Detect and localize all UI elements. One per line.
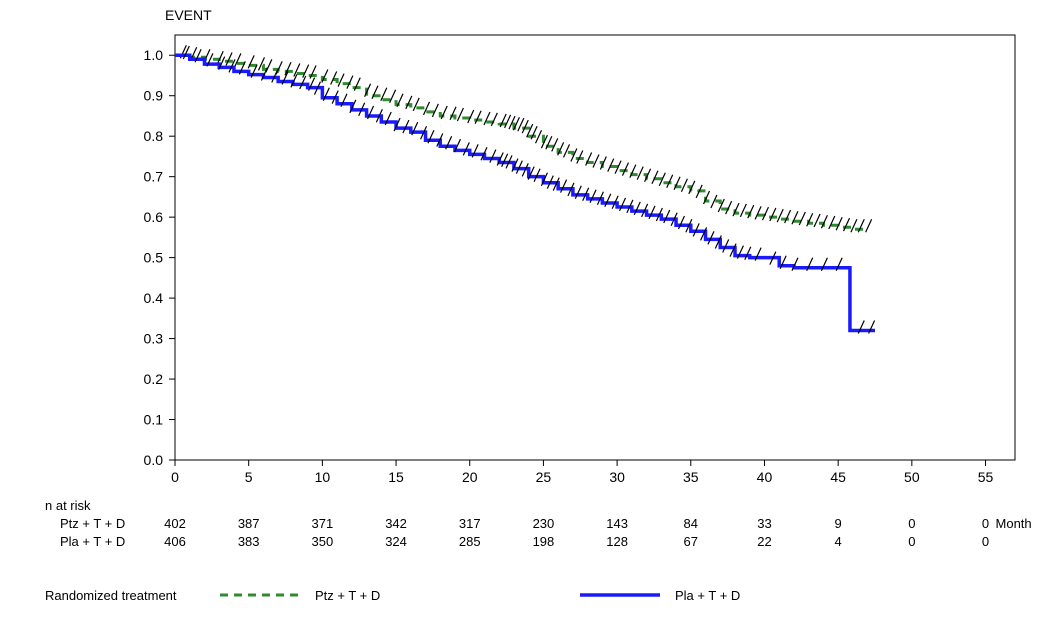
y-tick-label: 0.7 — [144, 169, 164, 185]
risk-row-label: Ptz + T + D — [60, 516, 125, 531]
risk-value: 350 — [312, 534, 334, 549]
risk-value: 383 — [238, 534, 260, 549]
y-tick-label: 0.8 — [144, 128, 164, 144]
censor-tick — [755, 206, 761, 219]
risk-value: 9 — [835, 516, 842, 531]
x-tick-label: 20 — [462, 469, 478, 485]
risk-row-label: Pla + T + D — [60, 534, 125, 549]
risk-value: 143 — [606, 516, 628, 531]
censor-tick — [649, 206, 655, 219]
risk-value: 285 — [459, 534, 481, 549]
risk-value: 67 — [684, 534, 698, 549]
x-tick-label: 50 — [904, 469, 920, 485]
censor-tick — [664, 210, 670, 223]
censor-tick — [770, 208, 776, 221]
risk-value: 0 — [908, 516, 915, 531]
censor-tick — [844, 218, 850, 231]
censor-tick — [490, 150, 496, 163]
censor-tick — [300, 76, 306, 89]
censor-tick — [502, 154, 508, 167]
x-tick-label: 10 — [315, 469, 331, 485]
risk-value: 406 — [164, 534, 186, 549]
x-tick-label: 25 — [536, 469, 552, 485]
censor-tick — [475, 111, 481, 124]
censor-tick — [799, 212, 805, 225]
x-tick-label: 0 — [171, 469, 179, 485]
censor-tick — [536, 130, 542, 143]
censor-tick — [785, 210, 791, 223]
risk-value: 324 — [385, 534, 407, 549]
censor-tick — [491, 113, 497, 126]
risk-value: 402 — [164, 516, 186, 531]
risk-value: 4 — [835, 534, 842, 549]
risk-value: 342 — [385, 516, 407, 531]
censor-tick — [266, 59, 272, 72]
risk-value: 317 — [459, 516, 481, 531]
censor-tick — [814, 214, 820, 227]
censor-tick — [740, 204, 746, 217]
legend-title: Randomized treatment — [45, 588, 177, 603]
chart-svg: EVENT 0.0 0.1 0.2 0.3 0.4 0.5 0.6 0.7 0.8 0.9 1.0 0 5… — [0, 0, 1040, 633]
risk-value: 0 — [982, 534, 989, 549]
x-tick-label: 15 — [388, 469, 404, 485]
x-axis-label: Month — [996, 516, 1032, 531]
censor-tick — [590, 190, 596, 203]
x-tick-label: 30 — [609, 469, 625, 485]
censor-tick — [397, 94, 403, 107]
censor-tick — [561, 180, 567, 193]
censor-tick — [620, 198, 626, 211]
y-tick-label: 0.6 — [144, 209, 164, 225]
risk-value: 84 — [684, 516, 698, 531]
legend-label: Ptz + T + D — [315, 588, 380, 603]
y-tick-label: 0.4 — [144, 290, 164, 306]
censor-tick — [303, 65, 309, 78]
x-tick-label: 5 — [245, 469, 253, 485]
y-tick-label: 1.0 — [144, 47, 164, 63]
censor-tick — [285, 62, 291, 75]
risk-value: 230 — [533, 516, 555, 531]
censor-tick — [605, 194, 611, 207]
censor-tick — [866, 219, 872, 232]
chart-title: EVENT — [165, 7, 212, 23]
series-line — [175, 55, 875, 330]
x-tick-label: 55 — [978, 469, 994, 485]
x-tick-label: 40 — [757, 469, 773, 485]
risk-value: 33 — [757, 516, 771, 531]
censor-tick — [678, 216, 684, 229]
risk-title: n at risk — [45, 498, 91, 513]
y-tick-label: 0.9 — [144, 88, 164, 104]
risk-value: 371 — [312, 516, 334, 531]
legend-label: Pla + T + D — [675, 588, 740, 603]
survival-chart: EVENT 0.0 0.1 0.2 0.3 0.4 0.5 0.6 0.7 0.8 0.9 1.0 0 5… — [0, 0, 1040, 633]
risk-value: 22 — [757, 534, 771, 549]
censor-tick — [637, 167, 643, 180]
x-tick-label: 45 — [830, 469, 846, 485]
censor-tick — [829, 216, 835, 229]
censor-tick — [634, 202, 640, 215]
risk-value: 128 — [606, 534, 628, 549]
y-tick-label: 0.0 — [144, 452, 164, 468]
y-tick-label: 0.2 — [144, 371, 164, 387]
y-tick-label: 0.3 — [144, 331, 164, 347]
risk-value: 0 — [908, 534, 915, 549]
censor-tick — [575, 186, 581, 199]
risk-value: 0 — [982, 516, 989, 531]
risk-value: 387 — [238, 516, 260, 531]
y-tick-label: 0.1 — [144, 412, 164, 428]
plot-border — [175, 35, 1015, 460]
risk-value: 198 — [533, 534, 555, 549]
censor-tick — [681, 179, 687, 192]
censor-tick — [593, 155, 599, 168]
censor-tick — [226, 53, 232, 66]
y-tick-label: 0.5 — [144, 250, 164, 266]
x-tick-label: 35 — [683, 469, 699, 485]
